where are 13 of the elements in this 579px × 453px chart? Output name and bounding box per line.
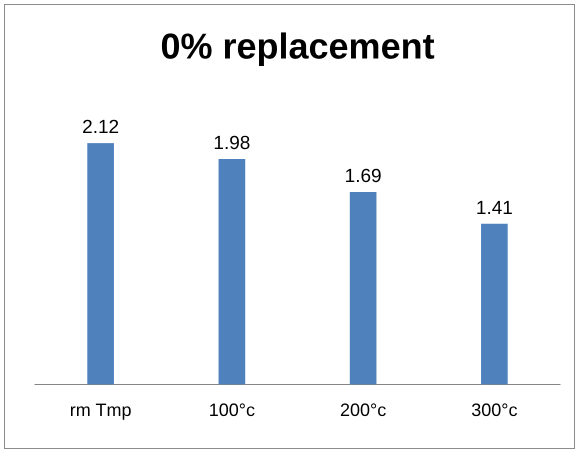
data-label: 1.41 xyxy=(476,198,513,219)
x-tick-label: 300°c xyxy=(471,400,518,420)
x-tick-label: rm Tmp xyxy=(70,400,132,420)
chart-title: 0% replacement xyxy=(160,26,435,67)
data-label: 1.69 xyxy=(344,166,382,188)
bar xyxy=(218,158,246,384)
x-tick-label: 100°c xyxy=(208,400,255,420)
data-label: 2.12 xyxy=(82,117,120,138)
bar xyxy=(350,192,376,384)
bar xyxy=(87,143,114,384)
bar xyxy=(481,224,508,384)
data-label: 1.98 xyxy=(213,133,250,154)
x-tick-label: 200°c xyxy=(340,400,386,420)
